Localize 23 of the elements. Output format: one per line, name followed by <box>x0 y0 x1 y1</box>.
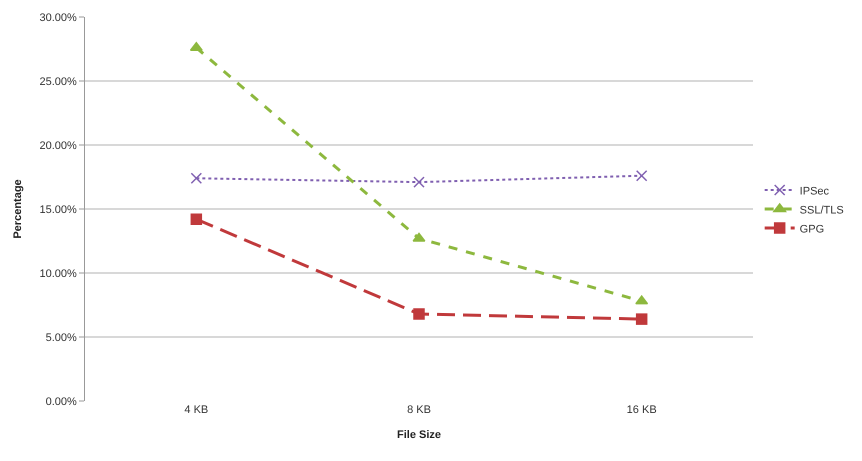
point <box>190 172 202 184</box>
legend-label: GPG <box>800 223 824 236</box>
y-tick-label: 5.00% <box>46 332 78 344</box>
y-tick-label: 30.00% <box>39 12 78 24</box>
point <box>636 313 648 325</box>
point <box>636 170 648 182</box>
x-axis-title: File Size <box>396 429 442 442</box>
legend-label: SSL/TLS <box>800 204 844 216</box>
x-tick-label: 8 KB <box>407 404 431 416</box>
y-tick-label: 0.00% <box>46 396 78 408</box>
y-tick-label: 10.00% <box>39 268 78 280</box>
y-tick-label: 15.00% <box>39 204 78 216</box>
point <box>413 176 425 188</box>
point <box>635 295 648 304</box>
y-tick-label: 20.00% <box>39 140 78 152</box>
point <box>190 42 203 51</box>
x-tick-label: 16 KB <box>626 404 657 416</box>
point <box>413 308 425 320</box>
y-axis-title: Percentage <box>12 179 24 239</box>
y-tick-label: 25.00% <box>39 76 78 88</box>
x-tick-label: 4 KB <box>184 404 208 416</box>
point <box>190 213 202 225</box>
legend-label: IPSec <box>800 185 830 198</box>
